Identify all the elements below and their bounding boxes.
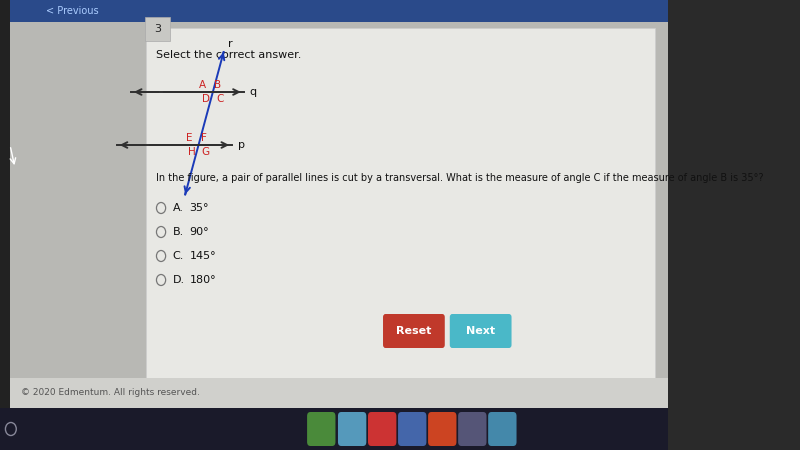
Text: A.: A. <box>173 203 184 213</box>
Text: q: q <box>250 87 257 97</box>
Text: Next: Next <box>466 326 495 336</box>
Text: © 2020 Edmentum. All rights reserved.: © 2020 Edmentum. All rights reserved. <box>21 388 200 397</box>
FancyBboxPatch shape <box>146 28 655 378</box>
Text: G: G <box>202 147 210 157</box>
Text: 3: 3 <box>154 23 162 33</box>
FancyBboxPatch shape <box>145 17 170 41</box>
Text: E: E <box>186 133 193 143</box>
FancyBboxPatch shape <box>307 412 335 446</box>
Text: A: A <box>199 80 206 90</box>
Text: Reset: Reset <box>396 326 431 336</box>
Text: B: B <box>214 80 222 90</box>
Text: C: C <box>216 94 223 104</box>
Text: 35°: 35° <box>190 203 209 213</box>
Text: In the figure, a pair of parallel lines is cut by a transversal. What is the mea: In the figure, a pair of parallel lines … <box>156 173 763 183</box>
Text: Select the correct answer.: Select the correct answer. <box>156 50 302 60</box>
Text: 180°: 180° <box>190 275 216 285</box>
FancyBboxPatch shape <box>450 314 511 348</box>
Text: D: D <box>202 94 210 104</box>
FancyBboxPatch shape <box>0 378 667 408</box>
FancyBboxPatch shape <box>383 314 445 348</box>
FancyBboxPatch shape <box>0 408 667 450</box>
Text: 90°: 90° <box>190 227 209 237</box>
FancyBboxPatch shape <box>398 412 426 446</box>
Text: < Previous: < Previous <box>46 6 98 17</box>
Text: r: r <box>228 39 233 49</box>
FancyBboxPatch shape <box>0 0 667 22</box>
Text: C.: C. <box>173 251 184 261</box>
Text: F: F <box>201 133 206 143</box>
FancyBboxPatch shape <box>428 412 457 446</box>
Text: 145°: 145° <box>190 251 216 261</box>
Text: D.: D. <box>173 275 185 285</box>
Text: B.: B. <box>173 227 184 237</box>
FancyBboxPatch shape <box>0 0 10 408</box>
Text: H: H <box>188 147 195 157</box>
FancyBboxPatch shape <box>338 412 366 446</box>
FancyBboxPatch shape <box>458 412 486 446</box>
FancyBboxPatch shape <box>488 412 517 446</box>
Text: p: p <box>238 140 245 150</box>
FancyBboxPatch shape <box>368 412 396 446</box>
FancyBboxPatch shape <box>0 0 667 408</box>
